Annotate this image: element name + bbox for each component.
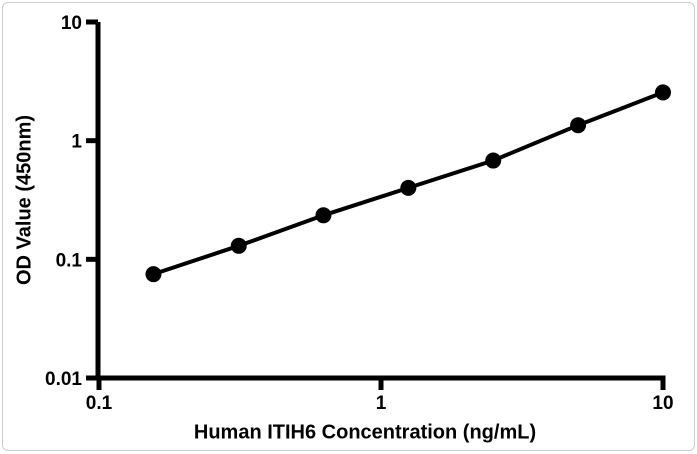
y-tick-label: 0.01 [45,369,82,390]
data-point [315,207,332,224]
x-axis-title: Human ITIH6 Concentration (ng/mL) [193,421,537,444]
data-point [145,266,162,283]
y-tick-label: 1 [71,132,82,153]
x-tick-label: 0.1 [86,393,113,414]
y-tick-label: 0.1 [56,250,83,271]
y-tick-label: 10 [61,13,82,34]
data-point [485,152,502,169]
data-point [230,237,247,254]
data-point [570,117,587,134]
x-tick-label: 10 [652,393,673,414]
axis-spines [95,22,666,381]
data-point [655,84,671,101]
data-point [400,179,417,196]
x-tick-label: 1 [376,393,387,414]
